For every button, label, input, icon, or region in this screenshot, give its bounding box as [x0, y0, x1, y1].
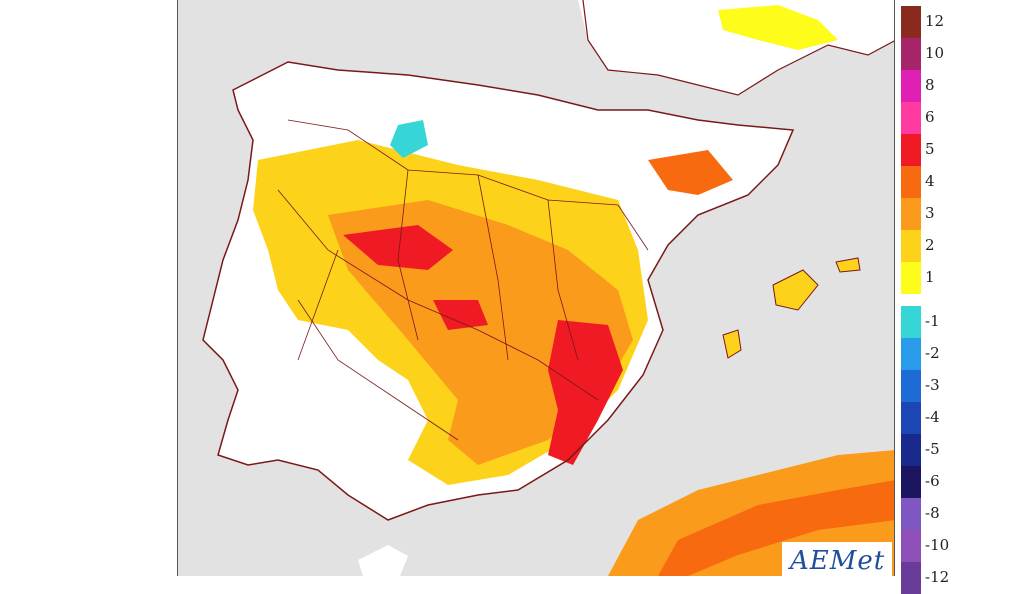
ibiza — [722, 329, 742, 359]
legend-label: -1 — [925, 312, 940, 330]
legend-swatch — [901, 262, 921, 294]
legend-swatch — [901, 434, 921, 466]
legend-label: 10 — [925, 44, 945, 62]
map-canvas — [178, 0, 894, 576]
legend-label: 12 — [925, 12, 945, 30]
mallorca — [772, 269, 819, 311]
legend-swatch — [901, 70, 921, 102]
legend-label: -5 — [925, 440, 940, 458]
north-africa-coast — [358, 545, 408, 576]
legend-label: 2 — [925, 236, 935, 254]
aemet-logo-text: AEMet — [790, 546, 886, 576]
legend-swatch — [901, 402, 921, 434]
iberia-coast — [202, 61, 795, 521]
anomaly-5-centre — [433, 300, 488, 330]
legend-swatch — [901, 38, 921, 70]
legend-swatch — [901, 198, 921, 230]
anomaly-4-catalonia — [648, 150, 733, 195]
legend: 12 10 8 6 5 4 3 2 1 -1 -2 -3 -4 -5 -6 -8 -10 -12 — [897, 0, 1024, 594]
legend-swatch — [901, 562, 921, 594]
legend-label: 1 — [925, 268, 935, 286]
legend-swatch — [901, 338, 921, 370]
legend-label: -6 — [925, 472, 940, 490]
legend-label: -2 — [925, 344, 940, 362]
legend-swatch — [901, 530, 921, 562]
legend-label: -4 — [925, 408, 940, 426]
legend-label: -12 — [925, 568, 950, 586]
legend-swatch — [901, 498, 921, 530]
legend-swatch — [901, 230, 921, 262]
france-anomaly — [718, 5, 838, 50]
legend-swatch — [901, 306, 921, 338]
anomaly-map — [177, 0, 895, 576]
legend-label: -10 — [925, 536, 950, 554]
legend-label: 3 — [925, 204, 935, 222]
aemet-logo: AEMet — [782, 542, 892, 576]
france-border — [582, 0, 894, 96]
legend-swatch — [901, 370, 921, 402]
menorca — [835, 257, 861, 273]
legend-swatch — [901, 466, 921, 498]
legend-swatch — [901, 6, 921, 38]
legend-label: -8 — [925, 504, 940, 522]
africa-anomaly — [658, 480, 894, 576]
legend-swatch — [901, 134, 921, 166]
legend-label: 6 — [925, 108, 935, 126]
anomaly-minus1 — [390, 120, 428, 158]
anomaly-5-southeast — [548, 320, 623, 465]
province-borders — [277, 119, 649, 441]
legend-label: 4 — [925, 172, 935, 190]
legend-label: 8 — [925, 76, 935, 94]
legend-swatch — [901, 166, 921, 198]
anomaly-5-north — [343, 225, 453, 270]
legend-label: 5 — [925, 140, 935, 158]
legend-swatch — [901, 102, 921, 134]
legend-label: -3 — [925, 376, 940, 394]
